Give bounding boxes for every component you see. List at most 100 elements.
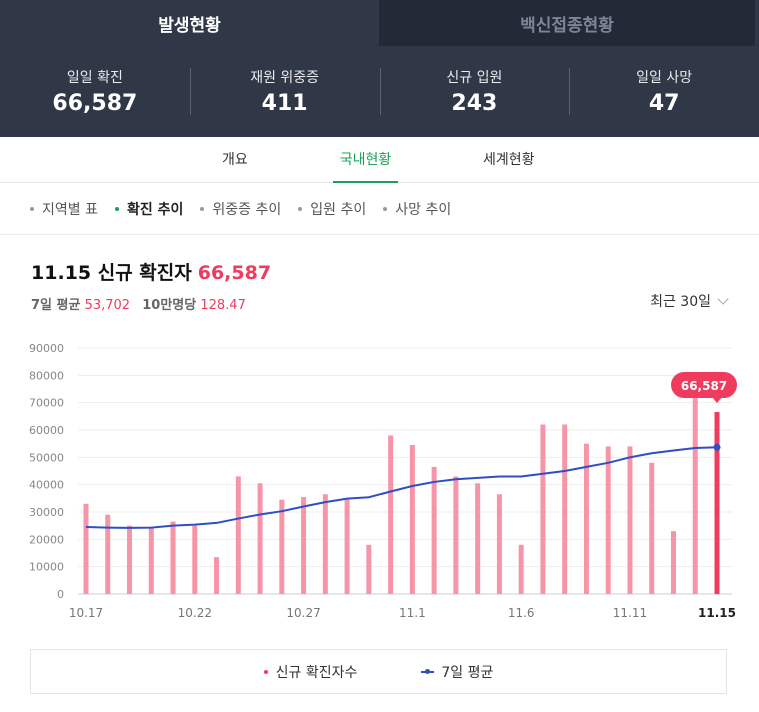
chip-label: 지역별 표 bbox=[42, 201, 98, 218]
legend-line-icon bbox=[421, 668, 435, 674]
cases-chart: 0 10000 20000 30000 40000 50000 60000 70000 8000… bbox=[29, 342, 737, 620]
chip-region-table[interactable]: 지역별 표 bbox=[30, 199, 98, 219]
legend-item-average: 7일 평균 bbox=[421, 662, 493, 682]
avg-value: 53,702 bbox=[84, 298, 131, 313]
bar bbox=[105, 514, 111, 594]
bar bbox=[83, 503, 89, 594]
chart-title-date: 11.15 신규 확진자 bbox=[31, 262, 192, 284]
x-tick-label: 10.27 bbox=[286, 606, 320, 620]
stat-critical: 재원 위중증 411 bbox=[189, 46, 380, 137]
x-tick-label: 10.17 bbox=[69, 606, 103, 620]
y-tick-label: 20000 bbox=[29, 533, 64, 546]
stat-value: 47 bbox=[648, 91, 680, 116]
bar bbox=[192, 525, 198, 594]
bar bbox=[409, 445, 415, 594]
bar bbox=[301, 496, 307, 594]
period-label: 최근 30일 bbox=[650, 294, 711, 310]
bar bbox=[148, 527, 154, 594]
chip-admission-trend[interactable]: 입원 추이 bbox=[298, 199, 366, 219]
x-tick-label: 11.11 bbox=[613, 606, 647, 620]
chip-label: 입원 추이 bbox=[310, 201, 367, 218]
stat-value: 66,587 bbox=[52, 91, 138, 116]
legend-item-cases: 신규 확진자수 bbox=[263, 662, 358, 682]
chip-label: 위중증 추이 bbox=[212, 201, 282, 218]
chart-legend: 신규 확진자수 7일 평균 bbox=[30, 649, 727, 694]
bar bbox=[475, 483, 481, 594]
chip-label: 확진 추이 bbox=[126, 201, 184, 218]
y-tick-label: 80000 bbox=[29, 369, 64, 382]
chip-critical-trend[interactable]: 위중증 추이 bbox=[200, 199, 281, 219]
chart-subtitle: 7일 평균 53,702 10만명당 128.47 bbox=[31, 294, 254, 313]
bar bbox=[388, 435, 394, 594]
average-line bbox=[85, 446, 718, 529]
highlight-badge bbox=[671, 372, 737, 398]
sub-navigation: 개요 국내현황 세계현황 bbox=[0, 137, 759, 183]
tab-domestic[interactable]: 국내현황 bbox=[333, 137, 398, 183]
bar bbox=[322, 494, 328, 594]
bar bbox=[627, 446, 633, 594]
y-tick-label: 10000 bbox=[29, 561, 64, 574]
bar bbox=[257, 483, 263, 594]
bar bbox=[714, 411, 720, 594]
bar bbox=[562, 424, 568, 594]
bar bbox=[518, 544, 524, 594]
y-tick-label: 40000 bbox=[29, 479, 64, 492]
stat-daily-cases: 일일 확진 66,587 bbox=[0, 46, 190, 137]
bullet-icon bbox=[200, 206, 205, 211]
period-dropdown[interactable]: 최근 30일 bbox=[650, 291, 729, 311]
header-panel: 발생현황 백신접종현황 일일 확진 66,587 재원 위중증 411 신규 입… bbox=[0, 0, 759, 137]
x-tick-label: 11.6 bbox=[508, 606, 535, 620]
chip-death-trend[interactable]: 사망 추이 bbox=[383, 199, 451, 219]
bar bbox=[170, 521, 176, 594]
bullet-icon bbox=[383, 206, 388, 211]
legend-label: 신규 확진자수 bbox=[275, 664, 358, 681]
stat-label: 일일 사망 bbox=[636, 70, 693, 86]
chip-cases-trend[interactable]: 확진 추이 bbox=[114, 199, 184, 219]
y-tick-label: 90000 bbox=[29, 342, 64, 355]
y-tick-label: 0 bbox=[57, 588, 64, 601]
y-tick-label: 60000 bbox=[29, 424, 64, 437]
chip-label: 사망 추이 bbox=[395, 201, 452, 218]
legend-dot-icon bbox=[263, 669, 268, 674]
stat-new-admissions: 신규 입원 243 bbox=[379, 46, 570, 137]
per100k-label: 10만명당 bbox=[142, 298, 197, 313]
bar bbox=[605, 446, 611, 594]
tab-vaccine-status[interactable]: 백신접종현황 bbox=[379, 0, 755, 46]
stat-label: 신규 입원 bbox=[446, 70, 503, 86]
x-tick-label: 11.1 bbox=[399, 606, 426, 620]
stat-daily-deaths: 일일 사망 47 bbox=[569, 46, 759, 137]
chart-title: 11.15 신규 확진자 66,587 bbox=[31, 258, 271, 285]
y-tick-label: 30000 bbox=[29, 506, 64, 519]
highlight-value: 66,587 bbox=[681, 379, 727, 393]
tab-overview[interactable]: 개요 bbox=[222, 152, 248, 168]
bar bbox=[344, 499, 350, 594]
bullet-icon bbox=[30, 206, 34, 211]
trend-filter: 지역별 표 확진 추이 위중증 추이 입원 추이 사망 추이 bbox=[0, 183, 759, 235]
average-point bbox=[713, 443, 721, 451]
bar bbox=[583, 443, 589, 594]
bar bbox=[366, 544, 372, 594]
y-tick-label: 70000 bbox=[29, 397, 64, 410]
stat-label: 일일 확진 bbox=[66, 70, 123, 86]
x-tick-label: 11.15 bbox=[698, 606, 736, 620]
bar bbox=[496, 494, 502, 594]
legend-label: 7일 평균 bbox=[441, 664, 494, 681]
chart-title-value: 66,587 bbox=[197, 262, 272, 284]
bar bbox=[670, 531, 676, 594]
bullet-icon bbox=[298, 206, 303, 211]
bar bbox=[214, 557, 220, 594]
per100k-value: 128.47 bbox=[200, 298, 246, 313]
bullet-icon bbox=[114, 206, 119, 211]
bar bbox=[127, 525, 133, 594]
bar bbox=[649, 462, 655, 594]
bar bbox=[431, 466, 437, 594]
tab-world[interactable]: 세계현황 bbox=[483, 152, 535, 168]
stat-value: 411 bbox=[261, 91, 308, 116]
stat-value: 243 bbox=[451, 91, 498, 116]
bar bbox=[453, 476, 459, 594]
tab-outbreak-status[interactable]: 발생현황 bbox=[0, 0, 379, 46]
stat-label: 재원 위중증 bbox=[250, 70, 320, 86]
status-tabs: 발생현황 백신접종현황 bbox=[0, 0, 759, 46]
summary-stats: 일일 확진 66,587 재원 위중증 411 신규 입원 243 일일 사망 … bbox=[0, 46, 759, 137]
y-tick-label: 50000 bbox=[29, 451, 64, 464]
